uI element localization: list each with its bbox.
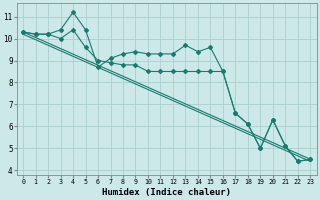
X-axis label: Humidex (Indice chaleur): Humidex (Indice chaleur) (102, 188, 231, 197)
